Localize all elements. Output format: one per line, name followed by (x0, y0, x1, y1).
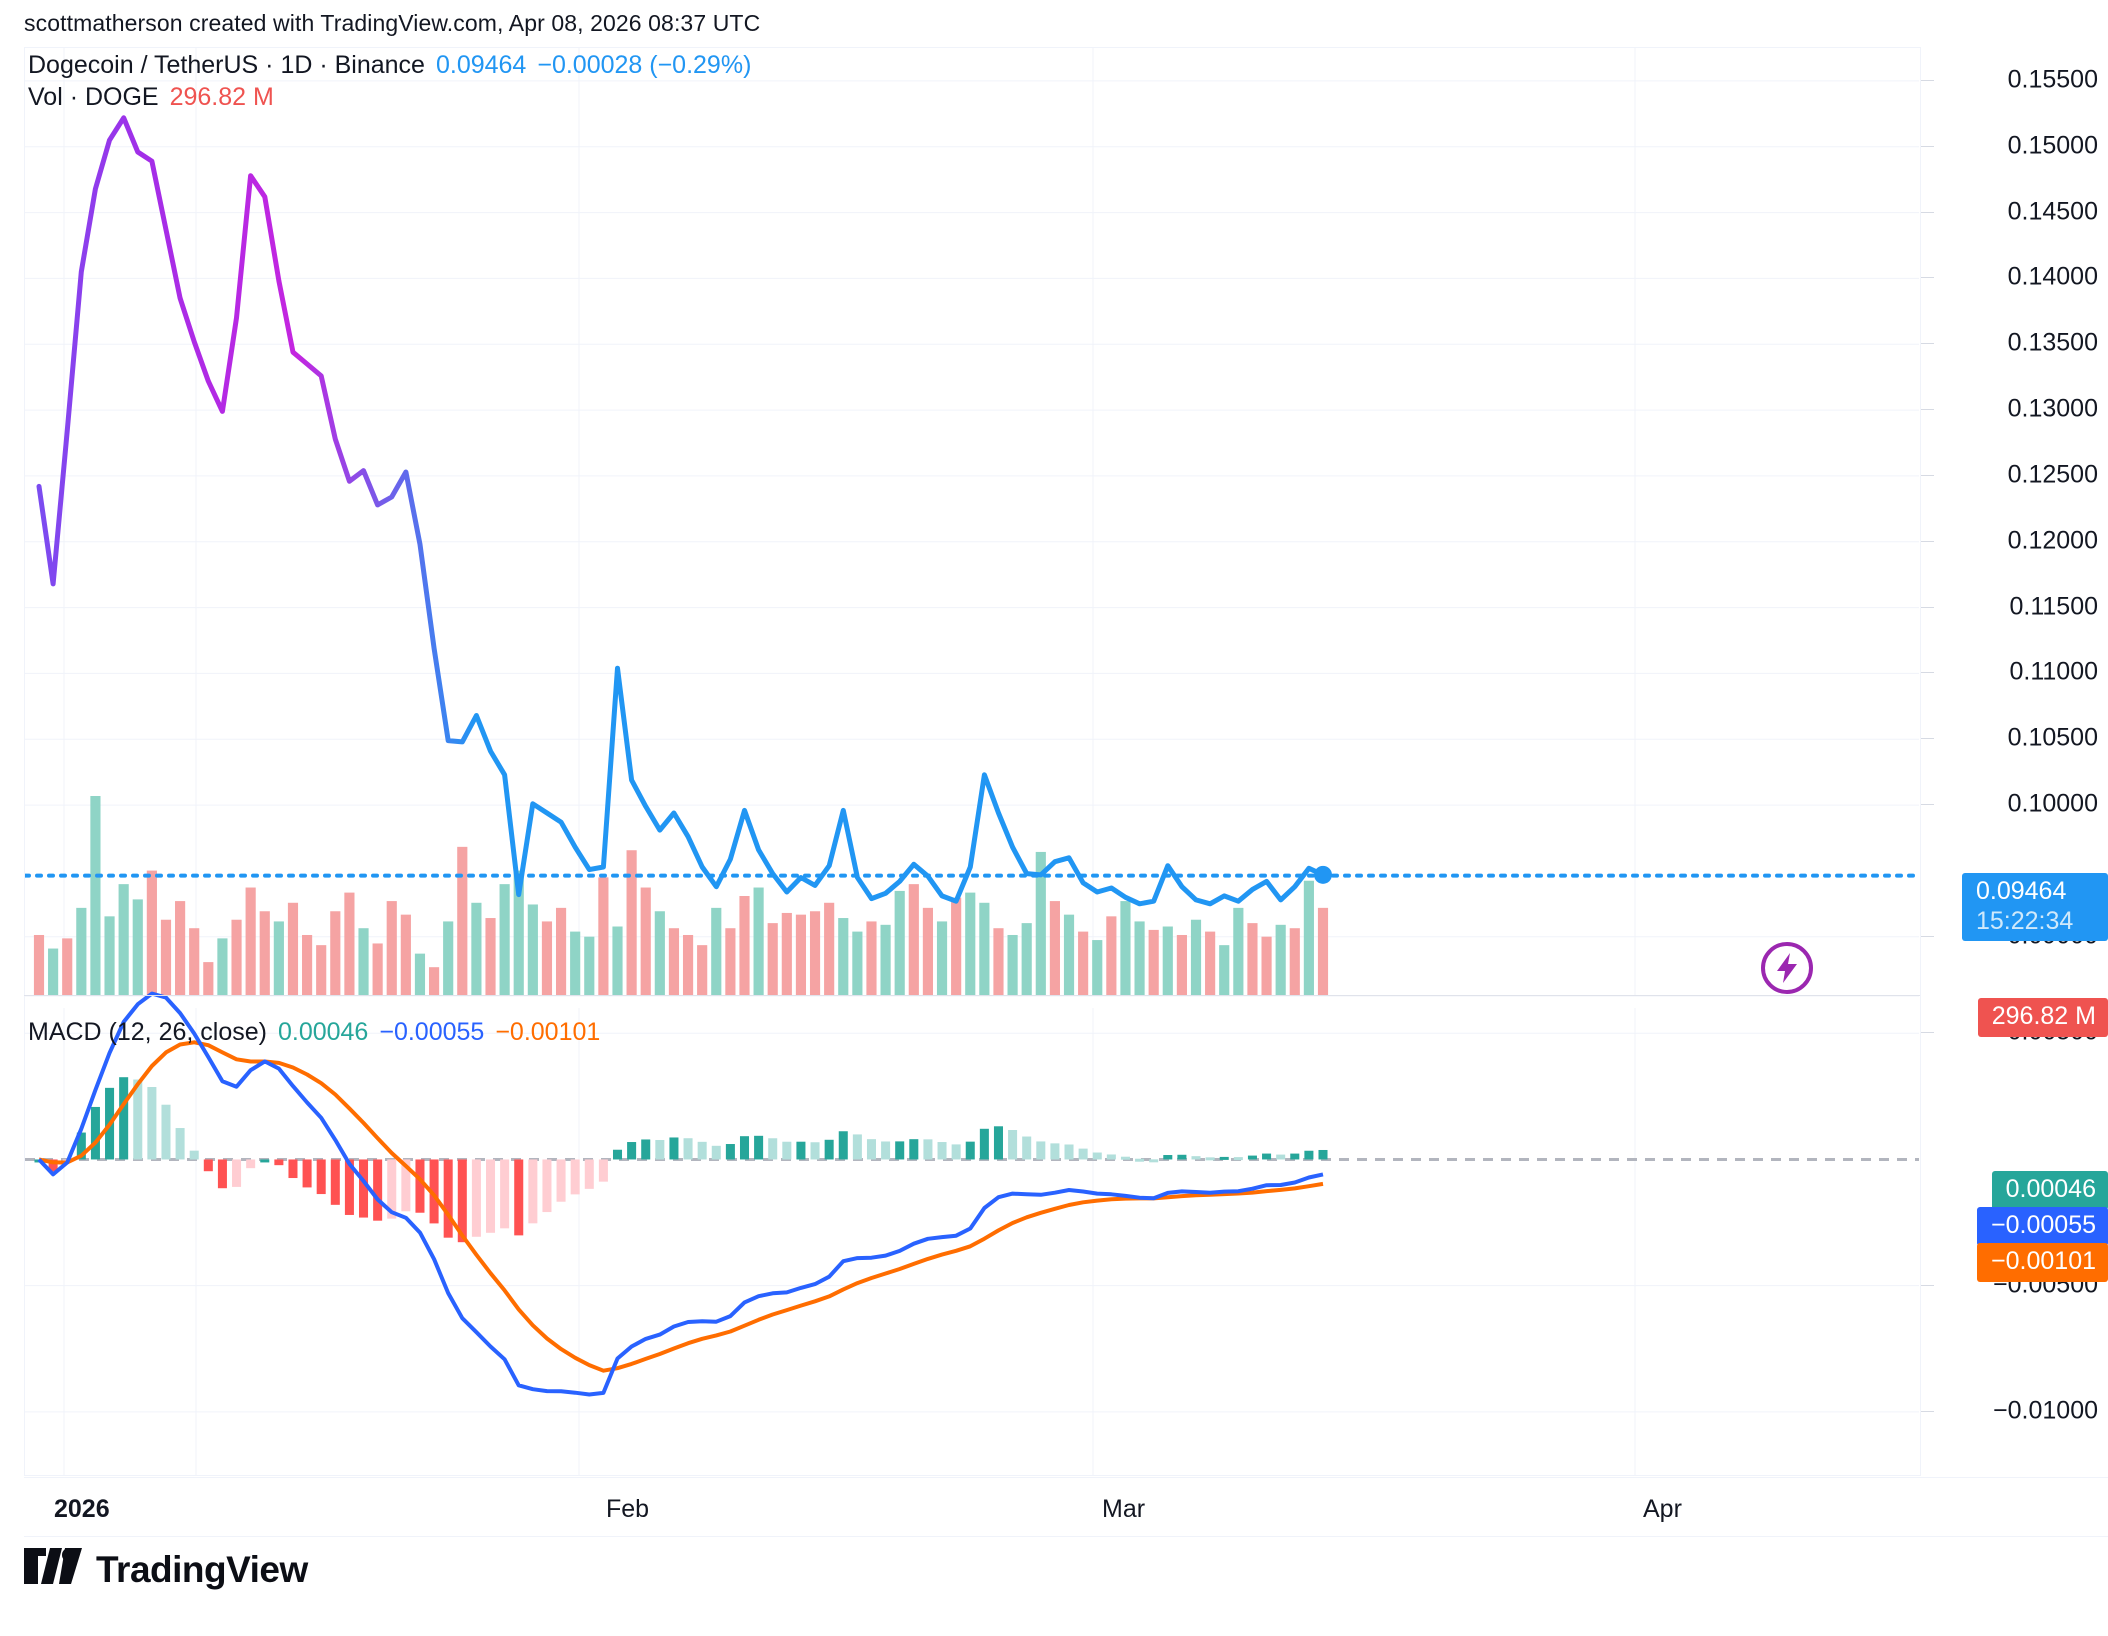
price-axis-label: 0.14500 (2007, 197, 2098, 226)
price-legend[interactable]: Dogecoin / TetherUS · 1D · Binance 0.0946… (28, 51, 751, 80)
volume-badge: 296.82 M (1977, 998, 2108, 1037)
price-axis-label: 0.10000 (2007, 789, 2098, 818)
volume-legend[interactable]: Vol · DOGE 296.82 M (28, 83, 274, 112)
time-axis-label-2026: 2026 (54, 1495, 110, 1523)
macd-signal-badge: −0.00101 (1977, 1243, 2108, 1282)
price-legend-change: −0.00028 (−0.29%) (537, 51, 752, 79)
price-badge: 0.09464 15:22:34 (1962, 873, 2108, 941)
axis-tick (1921, 145, 1934, 147)
volume-legend-value: 296.82 M (169, 83, 274, 111)
chart-canvas[interactable] (24, 47, 1920, 1476)
macd-legend[interactable]: MACD (12, 26, close) 0.00046 −0.00055 −0.00… (28, 1018, 600, 1047)
axis-tick (1921, 804, 1934, 806)
axis-tick (1921, 1410, 1934, 1412)
macd-hist-badge: 0.00046 (1991, 1171, 2108, 1210)
macd-legend-title: MACD (12, 26, close) (28, 1018, 267, 1046)
price-axis-label: 0.10500 (2007, 723, 2098, 752)
axis-tick (1921, 606, 1934, 608)
axis-tick (1921, 935, 1934, 937)
price-axis-label: 0.14000 (2007, 262, 2098, 291)
macd-line-badge: −0.00055 (1977, 1207, 2108, 1246)
tradingview-logo-icon (24, 1548, 82, 1588)
lightning-bolt-icon[interactable] (1759, 940, 1815, 996)
axis-tick (1921, 672, 1934, 674)
price-axis-label: 0.12500 (2007, 460, 2098, 489)
credit-line: scottmatherson created with TradingView.… (24, 10, 761, 36)
axis-tick (1921, 277, 1934, 279)
volume-legend-title: Vol · DOGE (28, 83, 159, 111)
axis-tick (1921, 738, 1934, 740)
price-badge-value: 0.09464 (1976, 877, 2067, 905)
pane-separator-volume (24, 995, 1920, 996)
axis-tick (1921, 79, 1934, 81)
time-axis-label-apr: Apr (1643, 1495, 1682, 1523)
axis-tick (1921, 343, 1934, 345)
macd-legend-signal: −0.00101 (495, 1018, 601, 1046)
price-axis-label: 0.13000 (2007, 394, 2098, 423)
macd-axis-label: −0.01000 (1993, 1396, 2098, 1425)
chart-svg (25, 48, 1919, 1475)
time-axis-label-feb: Feb (606, 1495, 650, 1523)
price-legend-last: 0.09464 (435, 51, 527, 79)
time-axis[interactable]: 2026 Feb Mar Apr (24, 1477, 2108, 1537)
axis-tick (1921, 474, 1934, 476)
price-axis[interactable]: 0.15500 0.15000 0.14500 0.14000 0.13500 0.130… (1920, 47, 2108, 1476)
macd-legend-hist: 0.00046 (277, 1018, 369, 1046)
axis-tick (1921, 1032, 1934, 1034)
axis-tick (1921, 1284, 1934, 1286)
macd-legend-macd: −0.00055 (379, 1018, 485, 1046)
axis-tick (1921, 409, 1934, 411)
price-badge-countdown: 15:22:34 (1976, 906, 2074, 935)
axis-tick (1921, 540, 1934, 542)
axis-tick (1921, 211, 1934, 213)
time-axis-label-mar: Mar (1102, 1495, 1146, 1523)
price-axis-label: 0.12000 (2007, 526, 2098, 555)
price-axis-label: 0.15000 (2007, 131, 2098, 160)
price-axis-label: 0.15500 (2007, 65, 2098, 94)
price-axis-label: 0.11000 (2009, 657, 2098, 686)
price-axis-label: 0.11500 (2009, 592, 2098, 621)
price-legend-title: Dogecoin / TetherUS · 1D · Binance (28, 51, 425, 79)
price-axis-label: 0.13500 (2007, 328, 2098, 357)
brand-name: TradingView (96, 1549, 308, 1590)
